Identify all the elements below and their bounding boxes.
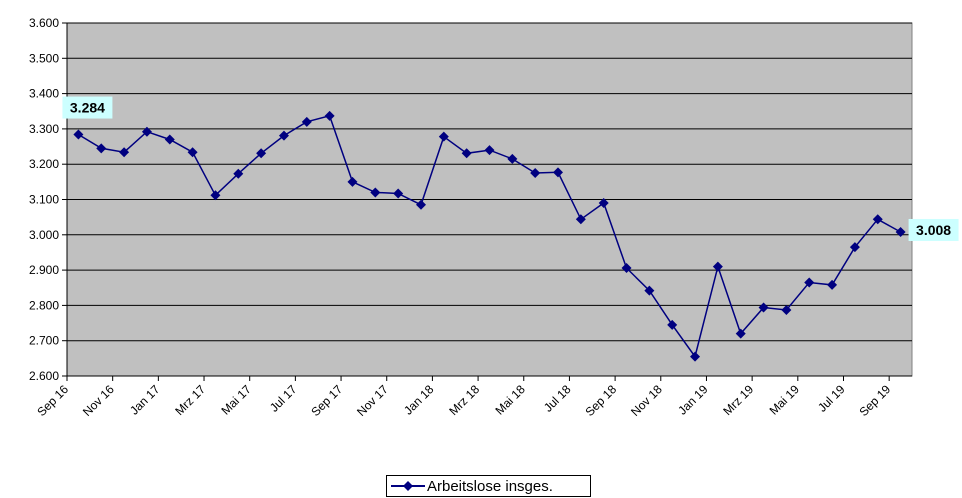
data-point [324, 110, 335, 121]
data-point [507, 153, 518, 164]
y-tick-label: 2.800 [29, 298, 59, 312]
x-tick-label: Mai 17 [218, 382, 254, 418]
x-tick-label: Jan 17 [127, 382, 163, 418]
x-tick-label: Mai 19 [767, 382, 803, 418]
data-point [278, 130, 289, 141]
data-label-box [908, 218, 959, 241]
x-tick-label: Jul 19 [815, 382, 848, 415]
y-tick-label: 3.300 [29, 122, 59, 136]
y-tick-label: 3.600 [29, 16, 59, 30]
data-point [690, 351, 701, 362]
data-point [415, 199, 426, 210]
data-point [301, 116, 312, 127]
y-tick-label: 3.000 [29, 228, 59, 242]
y-tick-label: 2.700 [29, 334, 59, 348]
y-tick-label: 3.400 [29, 87, 59, 101]
data-point [553, 167, 564, 178]
x-tick-label: Nov 16 [80, 382, 117, 419]
x-tick-label: Mai 18 [493, 382, 529, 418]
x-tick-label: Mrz 17 [172, 382, 208, 418]
data-point [758, 302, 769, 313]
data-point [598, 198, 609, 209]
data-point [781, 304, 792, 315]
legend-label: Arbeitslose insges. [427, 478, 553, 495]
x-tick-label: Jan 19 [675, 382, 711, 418]
x-tick-label: Nov 17 [354, 382, 391, 419]
data-point [438, 131, 449, 142]
y-tick-label: 3.100 [29, 193, 59, 207]
x-tick-label: Sep 19 [856, 382, 893, 419]
data-point [644, 285, 655, 296]
data-point [210, 190, 221, 201]
data-point [141, 126, 152, 137]
data-label: 3.008 [916, 222, 951, 238]
data-point [895, 226, 906, 237]
data-point [233, 168, 244, 179]
data-point [119, 147, 130, 158]
data-point [187, 147, 198, 158]
x-tick-label: Jul 18 [541, 382, 574, 415]
y-tick-label: 3.500 [29, 51, 59, 65]
line-chart: 2.600 2.700 2.800 2.900 3.000 3.100 3.200 3.300… [29, 16, 959, 419]
x-tick-label: Mrz 19 [720, 382, 756, 418]
x-tick-label: Sep 17 [308, 382, 345, 419]
legend-marker-icon [391, 481, 425, 491]
data-point [256, 148, 267, 159]
data-point [804, 277, 815, 288]
x-tick-label: Jan 18 [401, 382, 437, 418]
data-point [827, 279, 838, 290]
data-point [393, 188, 404, 199]
x-tick-label: Mrz 18 [446, 382, 482, 418]
data-point [872, 214, 883, 225]
x-tick-label: Jul 17 [267, 382, 300, 415]
legend: Arbeitslose insges. [386, 475, 591, 497]
data-label: 3.284 [70, 100, 105, 116]
data-point [164, 134, 175, 145]
data-point [96, 143, 107, 154]
data-point [73, 129, 84, 140]
x-tick-label: Sep 18 [582, 382, 619, 419]
y-tick-label: 3.200 [29, 157, 59, 171]
y-tick-label: 2.600 [29, 369, 59, 383]
data-point [484, 145, 495, 156]
data-label-box [62, 96, 113, 119]
data-point [347, 176, 358, 187]
data-point [735, 328, 746, 339]
data-point [849, 242, 860, 253]
x-tick-label: Nov 18 [628, 382, 665, 419]
data-point [461, 148, 472, 159]
data-point [621, 262, 632, 273]
data-point [712, 261, 723, 272]
data-point [667, 319, 678, 330]
y-tick-label: 2.900 [29, 263, 59, 277]
x-tick-label: Sep 16 [34, 382, 71, 419]
data-point [530, 168, 541, 179]
data-point [370, 187, 381, 198]
data-point [575, 214, 586, 225]
